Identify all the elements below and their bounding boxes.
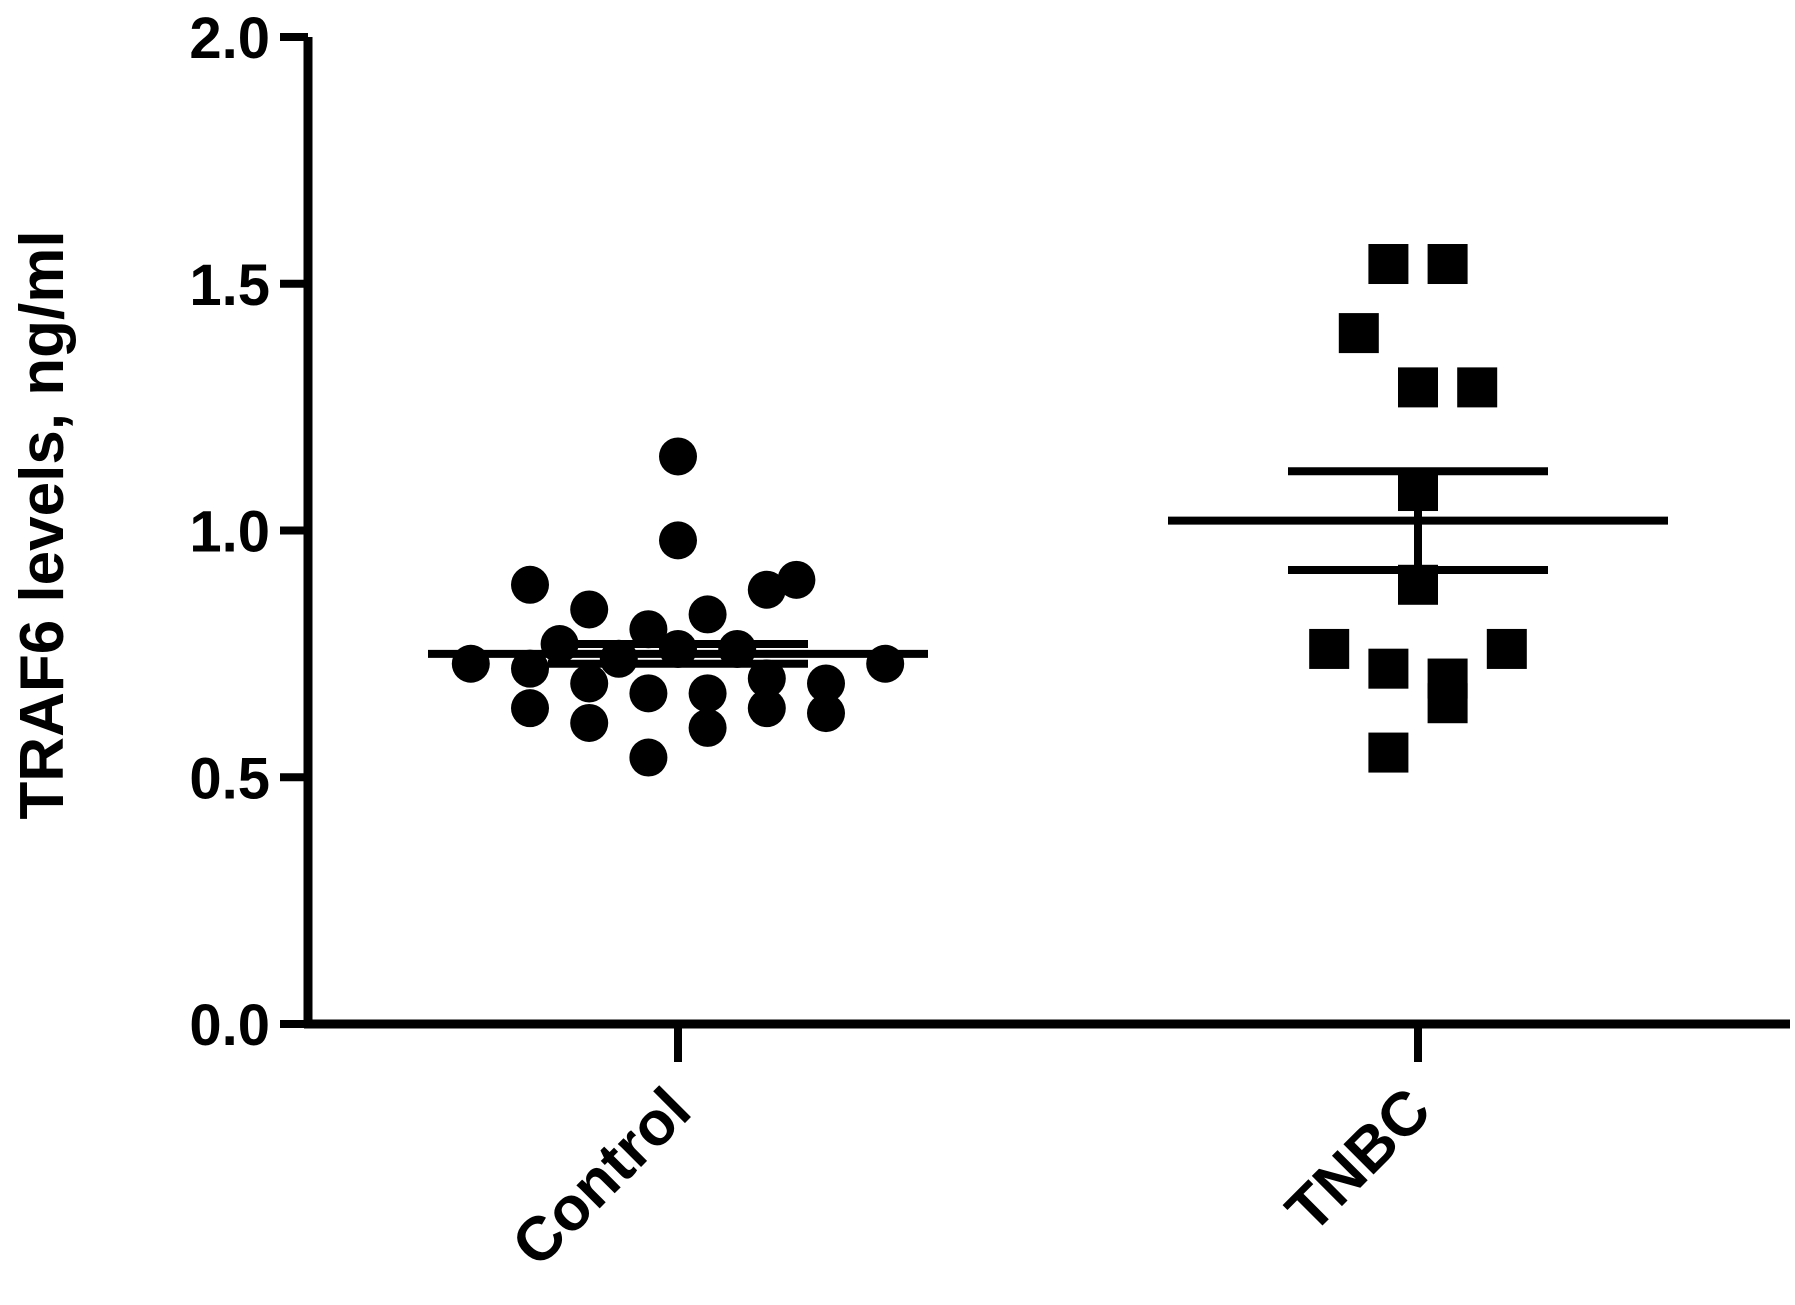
data-point xyxy=(1368,732,1409,773)
data-point xyxy=(599,639,638,678)
data-point xyxy=(570,590,609,629)
data-point xyxy=(688,708,727,747)
data-point xyxy=(659,521,697,560)
data-point xyxy=(1398,367,1438,408)
data-point xyxy=(1368,244,1409,285)
category-label: TNBC xyxy=(1273,1075,1444,1246)
data-points xyxy=(451,244,1527,777)
data-point xyxy=(629,674,668,713)
data-point xyxy=(659,437,697,476)
data-point xyxy=(570,703,609,742)
y-axis-title: TRAF6 levels, ng/ml xyxy=(8,230,77,819)
y-tick-label: 0.0 xyxy=(189,993,270,1058)
data-point xyxy=(807,694,845,733)
data-point xyxy=(1398,471,1438,512)
data-point xyxy=(570,664,609,703)
data-point xyxy=(629,738,668,777)
x-ticks: Control TNBC xyxy=(499,1024,1444,1280)
data-point xyxy=(747,689,786,728)
data-point xyxy=(511,565,549,604)
data-point xyxy=(511,649,549,688)
data-point xyxy=(747,659,786,698)
error-bars xyxy=(428,467,1668,668)
data-point xyxy=(1368,648,1409,689)
y-tick-label: 0.5 xyxy=(189,746,270,811)
data-point xyxy=(1427,683,1468,724)
y-tick-label: 1.5 xyxy=(189,253,270,318)
data-point xyxy=(688,674,727,713)
data-point xyxy=(1486,628,1527,669)
data-point xyxy=(629,610,668,649)
data-point xyxy=(807,664,845,703)
data-point xyxy=(866,644,905,683)
data-point xyxy=(718,629,757,668)
data-point xyxy=(451,644,490,683)
data-point xyxy=(1457,367,1498,408)
data-point xyxy=(688,595,727,634)
data-point xyxy=(1338,313,1379,354)
data-point xyxy=(1427,244,1468,285)
y-ticks: 0.0 0.5 1.0 1.5 2.0 xyxy=(189,6,308,1058)
data-point xyxy=(659,629,697,668)
category-label: Control xyxy=(499,1075,704,1280)
data-point xyxy=(1309,628,1350,669)
data-point xyxy=(511,689,549,728)
data-point xyxy=(777,560,816,599)
y-tick-label: 1.0 xyxy=(189,500,270,565)
data-point xyxy=(747,570,786,609)
data-point xyxy=(1398,564,1438,605)
data-point xyxy=(540,625,579,664)
y-tick-label: 2.0 xyxy=(189,6,270,71)
